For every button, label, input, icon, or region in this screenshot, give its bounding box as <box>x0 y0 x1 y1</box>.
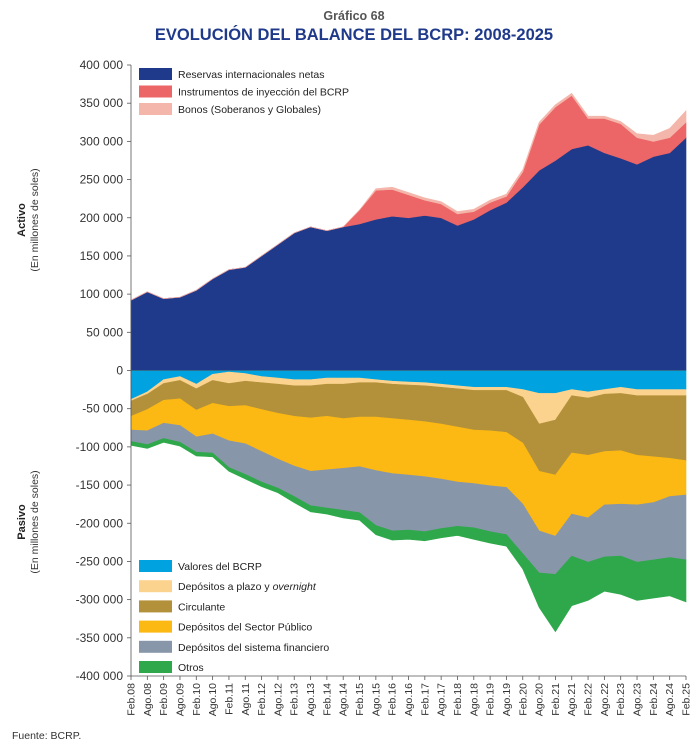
x-tick-label: Ago.09 <box>175 683 187 716</box>
x-tick-label: Feb.25 <box>681 683 693 716</box>
activo-legend-swatch-2 <box>139 103 172 115</box>
legend-activo: Reservas internacionales netas Instrument… <box>139 68 349 116</box>
y-tick-label: -250 000 <box>76 554 124 568</box>
x-tick-label: Feb.12 <box>256 683 268 716</box>
activo-legend-label-1: Instrumentos de inyección del BCRP <box>178 87 349 99</box>
x-tick-label: Ago.21 <box>566 683 578 716</box>
pasivo-legend-label-3: Depósitos del Sector Público <box>178 622 312 634</box>
x-tick-label: Feb.24 <box>648 683 660 716</box>
x-tick-label: Feb.10 <box>191 683 203 716</box>
x-tick-label: Ago.15 <box>370 683 382 716</box>
pasivo-legend-swatch-5 <box>139 661 172 673</box>
chart-title: EVOLUCIÓN DEL BALANCE DEL BCRP: 2008-202… <box>155 25 553 44</box>
x-tick-label: Ago.23 <box>632 683 644 716</box>
y-tick-label: 150 000 <box>80 249 124 263</box>
pasivo-legend-swatch-3 <box>139 620 172 633</box>
x-tick-label: Ago.16 <box>403 683 415 716</box>
x-tick-label: Feb.18 <box>452 683 464 716</box>
pasivo-legend-label-4: Depósitos del sistema financiero <box>178 642 329 654</box>
pasivo-legend-label-2: Circulante <box>178 601 225 613</box>
x-tick-label: Ago.12 <box>272 683 284 716</box>
y-tick-label: 400 000 <box>80 58 124 72</box>
y-tick-label: -200 000 <box>76 516 124 530</box>
pasivo-legend-swatch-2 <box>139 600 172 613</box>
x-tick-label: Ago.11 <box>240 683 252 716</box>
x-tick-label: Ago.17 <box>436 683 448 716</box>
x-tick-label: Feb.08 <box>126 683 138 716</box>
y-tick-label: 250 000 <box>80 173 124 187</box>
pasivo-legend-swatch-4 <box>139 640 172 653</box>
y-tick-label: -100 000 <box>76 440 124 454</box>
x-tick-label: Feb.21 <box>550 683 562 716</box>
activo-area-0 <box>130 136 687 371</box>
y-tick-label: -350 000 <box>76 631 124 645</box>
plot-area <box>130 65 687 677</box>
x-tick-label: Ago.24 <box>664 683 676 716</box>
y-axis-label-pasivo: Pasivo <box>16 504 28 540</box>
y-tick-label: 100 000 <box>80 287 124 301</box>
x-tick-label: Ago.20 <box>534 683 546 716</box>
y-axis-sublabel-activo: (En millones de soles) <box>29 168 41 271</box>
x-tick-label: Ago.10 <box>207 683 219 716</box>
x-tick-label: Feb.13 <box>289 683 301 716</box>
activo-legend-swatch-1 <box>139 85 172 98</box>
x-tick-label: Ago.18 <box>468 683 480 716</box>
x-tick-label: Ago.22 <box>599 683 611 716</box>
activo-area-2 <box>130 92 687 301</box>
activo-legend-label-0: Reservas internacionales netas <box>178 69 325 81</box>
y-tick-label: -150 000 <box>76 478 124 492</box>
y-tick-label: 350 000 <box>80 96 124 110</box>
pasivo-legend-swatch-0 <box>139 560 172 572</box>
x-tick-label: Ago.14 <box>338 683 350 716</box>
pasivo-legend-label-5: Otros <box>178 662 204 674</box>
y-tick-label: 0 <box>116 364 123 378</box>
pasivo-legend-label-1: Depósitos a plazo y overnight <box>178 581 317 593</box>
y-tick-label: -300 000 <box>76 593 124 607</box>
legend-pasivo: Valores del BCRP Depósitos a plazo y over… <box>139 560 329 674</box>
pasivo-legend-label-0: Valores del BCRP <box>178 561 262 573</box>
x-tick-label: Feb.20 <box>517 683 529 716</box>
x-tick-label: Feb.23 <box>615 683 627 716</box>
x-tick-label: Feb.14 <box>321 683 333 716</box>
x-tick-label: Ago.08 <box>142 683 154 716</box>
y-tick-label: 300 000 <box>80 134 124 148</box>
y-axis-sublabel-pasivo: (En millones de soles) <box>29 470 41 573</box>
x-tick-label: Ago.19 <box>501 683 513 716</box>
activo-legend-swatch-0 <box>139 68 172 80</box>
y-tick-label: -50 000 <box>82 402 123 416</box>
chart-supertitle: Gráfico 68 <box>323 9 384 23</box>
y-tick-label: -400 000 <box>76 669 124 683</box>
x-tick-label: Feb.19 <box>485 683 497 716</box>
x-tick-label: Feb.09 <box>158 683 170 716</box>
pasivo-area-5 <box>130 438 687 633</box>
x-tick-label: Feb.16 <box>387 683 399 716</box>
x-axis: Feb.08 Ago.08 Feb.09 Ago.09 Feb.10 Ago.10 Feb.… <box>126 676 693 716</box>
x-tick-label: Ago.13 <box>305 683 317 716</box>
y-tick-label: 50 000 <box>86 325 123 339</box>
y-axis-label-activo: Activo <box>16 203 28 237</box>
source-note: Fuente: BCRP. <box>12 730 81 742</box>
x-tick-label: Feb.22 <box>583 683 595 716</box>
y-axis: 400 000 350 000 300 000 250 000 200 000 150 0… <box>76 58 131 683</box>
x-tick-label: Feb.17 <box>419 683 431 716</box>
pasivo-legend-swatch-1 <box>139 580 172 593</box>
activo-legend-label-2: Bonos (Soberanos y Globales) <box>178 104 321 116</box>
x-tick-label: Feb.11 <box>223 683 235 715</box>
y-tick-label: 200 000 <box>80 211 124 225</box>
x-tick-label: Feb.15 <box>354 683 366 716</box>
